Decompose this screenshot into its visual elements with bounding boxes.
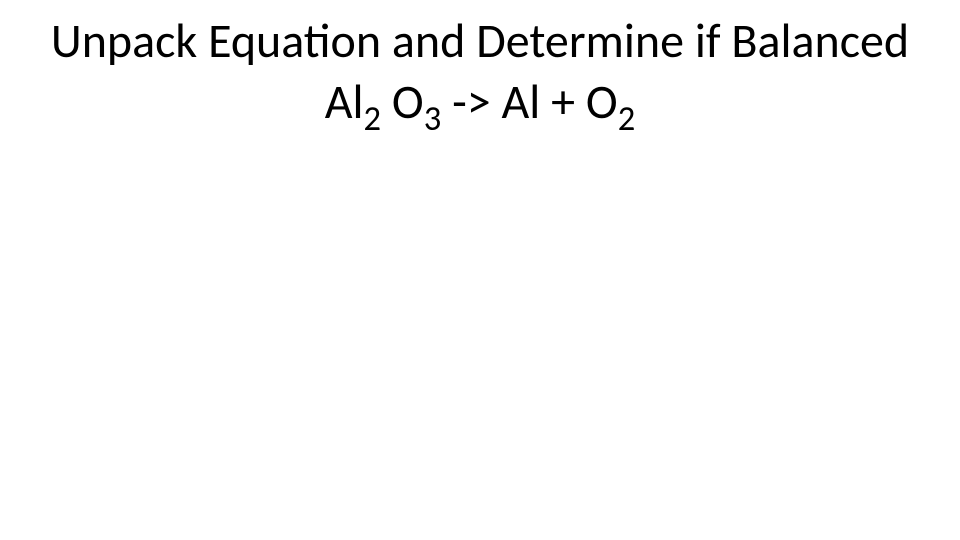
- eq-arrow: ->: [441, 72, 501, 131]
- eq-sub-3: 3: [424, 98, 442, 140]
- eq-sub-2b: 2: [618, 98, 636, 140]
- eq-al1: Al: [325, 72, 364, 131]
- slide-title: Unpack Equation and Determine if Balance…: [0, 12, 960, 70]
- equation-line: Al2 O3 -> Al + O2: [0, 72, 960, 140]
- eq-space1: [381, 72, 392, 131]
- eq-al2o: Al + O: [502, 72, 618, 131]
- eq-sub-2a: 2: [364, 98, 382, 140]
- eq-o1: O: [392, 72, 424, 131]
- slide-container: Unpack Equation and Determine if Balance…: [0, 0, 960, 540]
